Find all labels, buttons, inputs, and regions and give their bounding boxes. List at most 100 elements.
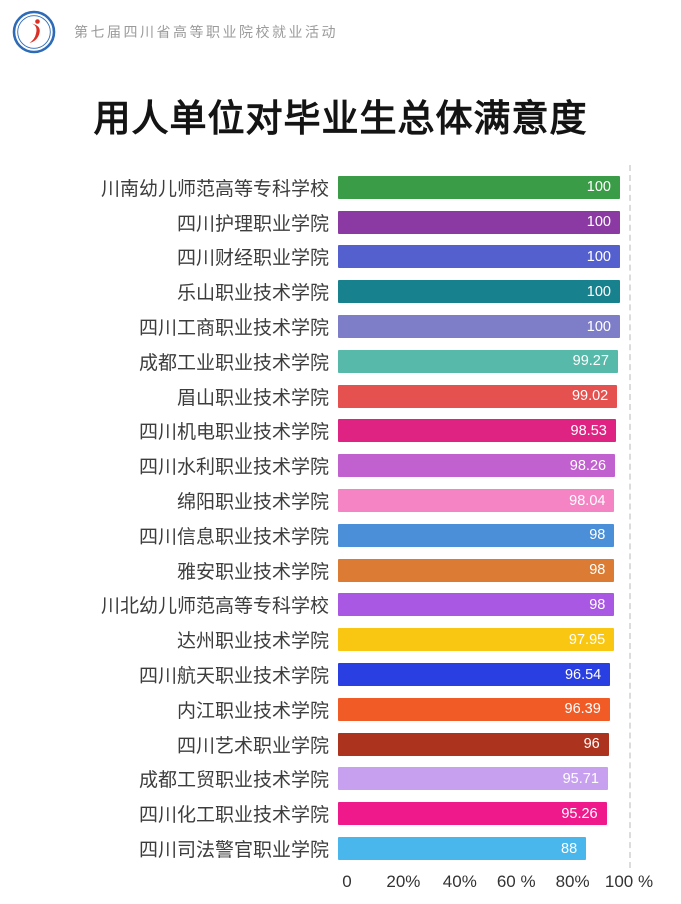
bar-track: 95.26 <box>338 802 620 826</box>
bar: 97.95 <box>338 628 615 652</box>
chart-row: 四川财经职业学院 100 <box>12 240 669 275</box>
page-header: 第七届四川省高等职业院校就业活动 <box>12 10 338 54</box>
bar: 100 <box>338 280 620 304</box>
bar: 95.26 <box>338 802 607 826</box>
value-label: 95.71 <box>562 770 599 787</box>
category-label: 四川化工职业技术学院 <box>138 805 329 827</box>
value-label: 100 <box>586 283 611 300</box>
value-label: 96.39 <box>564 701 601 718</box>
category-label: 雅安职业技术学院 <box>176 561 329 583</box>
category-label: 眉山职业技术学院 <box>176 387 329 409</box>
bar-track: 97.95 <box>338 628 620 652</box>
bar: 96.54 <box>338 663 611 687</box>
chart-row: 四川水利职业技术学院 98.26 <box>12 448 669 483</box>
x-axis-tick-label: 100 % <box>604 872 654 891</box>
bar: 100 <box>338 210 620 234</box>
value-label: 98.04 <box>569 492 606 509</box>
chart-rows: 川南幼儿师范高等专科学校 100 四川护理职业学院 100 四川财经职业学院 100 乐山职… <box>12 170 669 866</box>
value-label: 98 <box>589 527 606 544</box>
bar-track: 98.04 <box>338 489 620 513</box>
bar: 98.53 <box>338 419 616 443</box>
bar-track: 98 <box>338 593 620 617</box>
category-label: 四川信息职业技术学院 <box>138 526 329 548</box>
chart-row: 内江职业技术学院 96.39 <box>12 692 669 727</box>
school-employment-logo-icon <box>12 10 56 54</box>
bar-track: 100 <box>338 175 620 199</box>
bar: 100 <box>338 175 620 199</box>
x-axis-tick-label: 0 <box>342 872 352 891</box>
value-label: 100 <box>586 179 611 196</box>
bar: 98 <box>338 593 615 617</box>
bar: 100 <box>338 315 620 339</box>
bar-track: 98 <box>338 558 620 582</box>
bar-track: 96 <box>338 732 620 756</box>
x-axis: 0 20% 40% 60 % 80% 100 % <box>342 872 653 896</box>
value-label: 100 <box>586 318 611 335</box>
bar-track: 99.02 <box>338 384 620 408</box>
chart-row: 成都工贸职业技术学院 95.71 <box>12 762 669 797</box>
value-label: 97.95 <box>568 631 606 648</box>
x-axis-tick-label: 40% <box>442 872 477 891</box>
value-label: 96 <box>583 736 600 753</box>
bar-track: 99.27 <box>338 349 620 373</box>
chart-row: 川南幼儿师范高等专科学校 100 <box>12 170 669 205</box>
bar-track: 88 <box>338 837 620 861</box>
chart-row: 四川机电职业技术学院 98.53 <box>12 414 669 449</box>
category-label: 成都工贸职业技术学院 <box>138 770 329 792</box>
bar: 99.27 <box>338 349 618 373</box>
bar: 98.26 <box>338 454 616 478</box>
value-label: 100 <box>586 248 611 265</box>
value-label: 100 <box>586 214 611 231</box>
bar: 98 <box>338 558 615 582</box>
bar: 98 <box>338 523 615 547</box>
chart-row: 川北幼儿师范高等专科学校 98 <box>12 588 669 623</box>
category-label: 四川机电职业技术学院 <box>138 422 329 444</box>
chart-row: 雅安职业技术学院 98 <box>12 553 669 588</box>
bar-track: 100 <box>338 210 620 234</box>
value-label: 98.26 <box>569 457 607 474</box>
event-title: 第七届四川省高等职业院校就业活动 <box>74 24 338 40</box>
bar: 98.04 <box>338 489 615 513</box>
chart-title: 用人单位对毕业生总体满意度 <box>93 98 588 139</box>
category-label: 四川财经职业学院 <box>176 248 329 270</box>
category-label: 川北幼儿师范高等专科学校 <box>100 596 329 618</box>
bar-track: 98.53 <box>338 419 620 443</box>
value-label: 99.27 <box>572 353 609 370</box>
value-label: 98 <box>589 596 606 613</box>
category-label: 四川艺术职业学院 <box>176 735 329 757</box>
chart-row: 四川司法警官职业学院 88 <box>12 831 669 866</box>
x-axis-tick-label: 20% <box>386 872 421 891</box>
category-label: 达州职业技术学院 <box>176 631 329 653</box>
bar-track: 96.54 <box>338 663 620 687</box>
chart-row: 乐山职业技术学院 100 <box>12 274 669 309</box>
chart-row: 四川工商职业技术学院 100 <box>12 309 669 344</box>
bar-track: 100 <box>338 315 620 339</box>
gridline-100-percent <box>629 165 631 868</box>
value-label: 96.54 <box>564 666 602 683</box>
bar: 96 <box>338 732 609 756</box>
bar-track: 96.39 <box>338 697 620 721</box>
bar: 88 <box>338 837 587 861</box>
chart-row: 四川护理职业学院 100 <box>12 205 669 240</box>
category-label: 内江职业技术学院 <box>176 700 329 722</box>
category-label: 四川水利职业技术学院 <box>138 457 329 479</box>
bar-track: 100 <box>338 245 620 269</box>
value-label: 88 <box>561 840 578 857</box>
bar-track: 95.71 <box>338 767 620 791</box>
category-label: 四川护理职业学院 <box>176 213 329 235</box>
value-label: 98.53 <box>570 422 607 439</box>
bar-track: 100 <box>338 280 620 304</box>
bar-track: 98.26 <box>338 454 620 478</box>
category-label: 成都工业职业技术学院 <box>138 352 329 374</box>
bar-chart: 川南幼儿师范高等专科学校 100 四川护理职业学院 100 四川财经职业学院 100 乐山职… <box>12 170 669 866</box>
category-label: 四川航天职业技术学院 <box>138 666 329 688</box>
value-label: 99.02 <box>571 388 609 405</box>
bar: 99.02 <box>338 384 618 408</box>
chart-row: 四川信息职业技术学院 98 <box>12 518 669 553</box>
chart-row: 绵阳职业技术学院 98.04 <box>12 483 669 518</box>
chart-row: 成都工业职业技术学院 99.27 <box>12 344 669 379</box>
category-label: 川南幼儿师范高等专科学校 <box>100 178 329 200</box>
category-label: 乐山职业技术学院 <box>176 283 329 305</box>
x-axis-tick-label: 80% <box>555 872 590 891</box>
